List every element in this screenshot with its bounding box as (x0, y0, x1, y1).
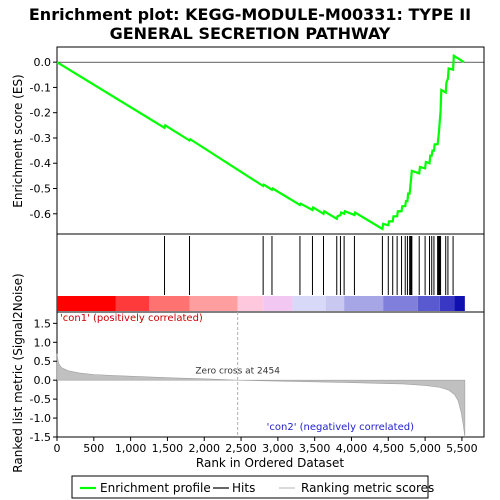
x-tick-label: 3,000 (262, 442, 294, 455)
legend-label-metric: Ranking metric scores (301, 481, 434, 495)
metric-y-tick-label: 0.0 (34, 374, 52, 387)
es-y-tick-label: -0.4 (30, 157, 51, 170)
gradient-segment (440, 296, 455, 311)
metric-x-ticks: 0 500 1,000 1,500 2,000 2,500 3,000 3,500 4,000 4… (54, 437, 478, 455)
legend-label-enrichment: Enrichment profile (100, 481, 211, 495)
gradient-segment (238, 296, 263, 311)
gradient-segment (344, 296, 383, 311)
negative-correlation-label: 'con2' (negatively correlated) (267, 422, 414, 433)
es-y-tick-label: -0.6 (30, 208, 51, 221)
x-tick-label: 5,500 (446, 442, 478, 455)
metric-y-ticks: 1.5 1.0 0.5 0.0 -0.5 -1.0 -1.5 (30, 317, 57, 444)
legend-label-hits: Hits (232, 481, 255, 495)
es-y-axis-label: Enrichment score (ES) (11, 74, 25, 207)
metric-y-tick-label: 1.0 (34, 336, 52, 349)
es-y-tick-label: -0.2 (30, 107, 51, 120)
x-axis-label: Rank in Ordered Dataset (196, 456, 344, 470)
gradient-segment (57, 296, 116, 311)
es-y-tick-label: -0.1 (30, 81, 51, 94)
metric-y-tick-label: -0.5 (30, 393, 51, 406)
zero-cross-label: Zero cross at 2454 (195, 366, 280, 376)
es-y-ticks: 0.0 -0.1 -0.2 -0.3 -0.4 -0.5 -0.6 (30, 56, 57, 221)
x-tick-label: 2,000 (188, 442, 220, 455)
chart-title-line2: GENERAL SECRETION PATHWAY (110, 24, 391, 43)
rank-gradient-bar (57, 296, 465, 311)
x-tick-label: 1,000 (115, 442, 147, 455)
gradient-segment (263, 296, 292, 311)
es-y-tick-label: -0.5 (30, 183, 51, 196)
metric-y-tick-label: 1.5 (34, 317, 52, 330)
gradient-segment (383, 296, 418, 311)
gradient-segment (293, 296, 326, 311)
x-tick-label: 4,500 (373, 442, 405, 455)
x-tick-label: 3,500 (299, 442, 331, 455)
es-y-tick-label: -0.3 (30, 132, 51, 145)
metric-y-tick-label: -1.5 (30, 431, 51, 444)
x-tick-label: 1,500 (152, 442, 184, 455)
hits-panel (57, 234, 484, 312)
gradient-segment (116, 296, 149, 311)
gradient-segment (326, 296, 344, 311)
gradient-segment (455, 296, 465, 311)
positive-correlation-label: 'con1' (positively correlated) (60, 313, 203, 324)
chart-title-line1: Enrichment plot: KEGG-MODULE-M00331: TYP… (29, 5, 471, 24)
gradient-segment (418, 296, 440, 311)
metric-y-tick-label: -1.0 (30, 412, 51, 425)
es-y-tick-label: 0.0 (34, 56, 52, 69)
gradient-segment (190, 296, 238, 311)
es-panel-frame (57, 47, 484, 234)
metric-y-axis-label: Ranked list metric (Signal2Noise) (11, 273, 25, 472)
gradient-segment (149, 296, 189, 311)
x-tick-label: 2,500 (225, 442, 257, 455)
metric-y-tick-label: 0.5 (34, 355, 52, 368)
x-tick-label: 0 (54, 442, 61, 455)
x-tick-label: 4,000 (336, 442, 368, 455)
es-panel: 0.0 -0.1 -0.2 -0.3 -0.4 -0.5 -0.6 Enrichment s… (11, 47, 484, 234)
x-tick-label: 5,000 (409, 442, 441, 455)
x-tick-label: 500 (83, 442, 104, 455)
legend: Enrichment profile Hits Ranking metric s… (72, 476, 434, 498)
